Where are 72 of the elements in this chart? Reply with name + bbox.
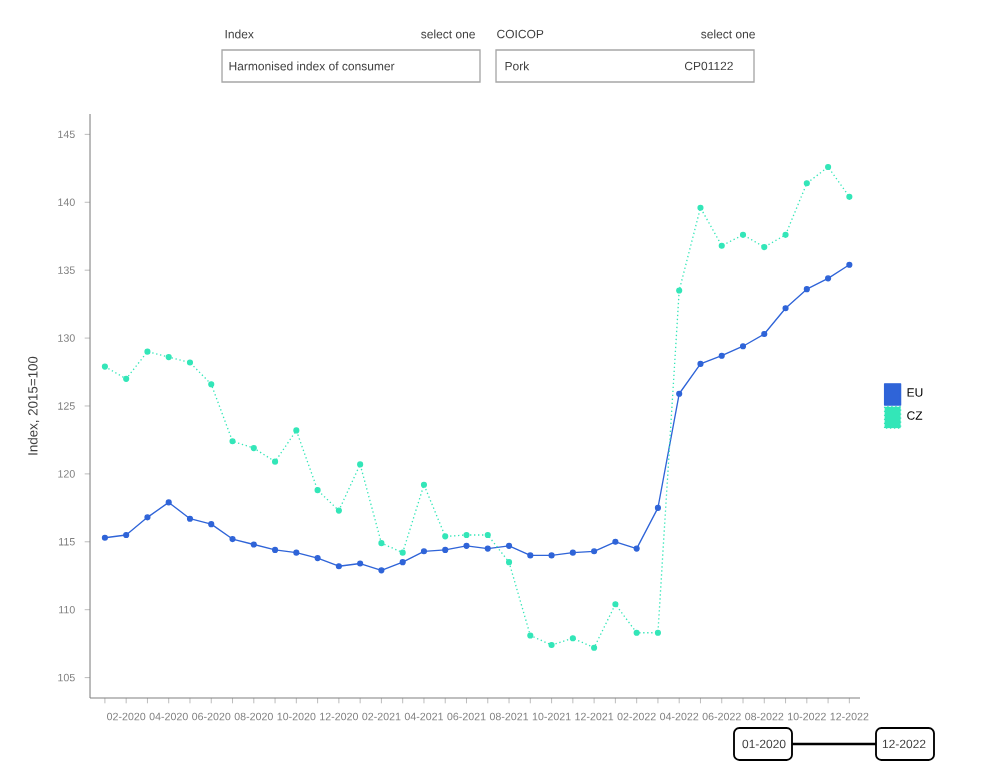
point bbox=[548, 552, 555, 559]
point bbox=[165, 499, 172, 506]
point bbox=[803, 180, 810, 187]
point bbox=[399, 549, 406, 556]
point bbox=[782, 305, 789, 312]
point bbox=[314, 555, 321, 562]
point bbox=[803, 286, 810, 293]
point bbox=[229, 536, 236, 543]
point bbox=[676, 287, 683, 294]
point bbox=[676, 390, 683, 397]
point bbox=[335, 507, 342, 514]
point bbox=[165, 354, 172, 361]
point bbox=[591, 644, 598, 651]
point bbox=[739, 231, 747, 238]
point bbox=[442, 546, 449, 554]
point bbox=[654, 504, 661, 511]
point bbox=[761, 330, 768, 338]
point bbox=[335, 563, 342, 570]
point bbox=[527, 632, 534, 639]
point bbox=[463, 531, 470, 539]
point bbox=[612, 601, 619, 608]
point bbox=[123, 375, 130, 382]
point bbox=[825, 163, 832, 171]
point bbox=[144, 514, 151, 521]
point bbox=[591, 548, 598, 555]
point bbox=[697, 360, 704, 367]
point bbox=[144, 348, 151, 355]
point bbox=[208, 521, 215, 528]
point bbox=[420, 548, 428, 555]
point bbox=[782, 231, 789, 238]
point bbox=[825, 275, 832, 282]
point bbox=[505, 542, 513, 549]
point bbox=[548, 641, 555, 649]
point bbox=[101, 363, 108, 370]
point bbox=[314, 487, 321, 494]
point bbox=[697, 204, 704, 211]
point bbox=[442, 533, 449, 540]
point bbox=[484, 545, 491, 552]
point bbox=[378, 567, 385, 574]
point bbox=[569, 635, 576, 642]
point bbox=[612, 538, 619, 545]
point bbox=[293, 549, 300, 556]
point bbox=[186, 359, 194, 366]
point bbox=[250, 541, 257, 548]
point bbox=[484, 531, 491, 539]
point bbox=[846, 261, 853, 268]
point bbox=[846, 193, 853, 200]
point bbox=[527, 552, 534, 559]
point bbox=[739, 343, 747, 350]
point bbox=[186, 515, 194, 522]
point bbox=[420, 481, 428, 488]
point bbox=[123, 531, 130, 539]
point bbox=[271, 546, 279, 554]
point bbox=[463, 542, 470, 549]
point bbox=[357, 461, 364, 468]
point bbox=[399, 559, 406, 566]
point bbox=[718, 352, 725, 359]
point bbox=[505, 559, 513, 566]
point bbox=[229, 438, 236, 445]
point bbox=[250, 445, 257, 452]
point bbox=[357, 560, 364, 567]
point bbox=[633, 545, 640, 552]
point bbox=[101, 534, 108, 541]
point bbox=[378, 540, 385, 547]
point bbox=[654, 629, 661, 636]
point bbox=[718, 242, 725, 249]
point bbox=[761, 244, 768, 251]
point bbox=[271, 458, 279, 465]
point bbox=[208, 381, 215, 388]
point bbox=[569, 549, 576, 556]
point bbox=[293, 427, 300, 434]
point bbox=[633, 629, 640, 636]
